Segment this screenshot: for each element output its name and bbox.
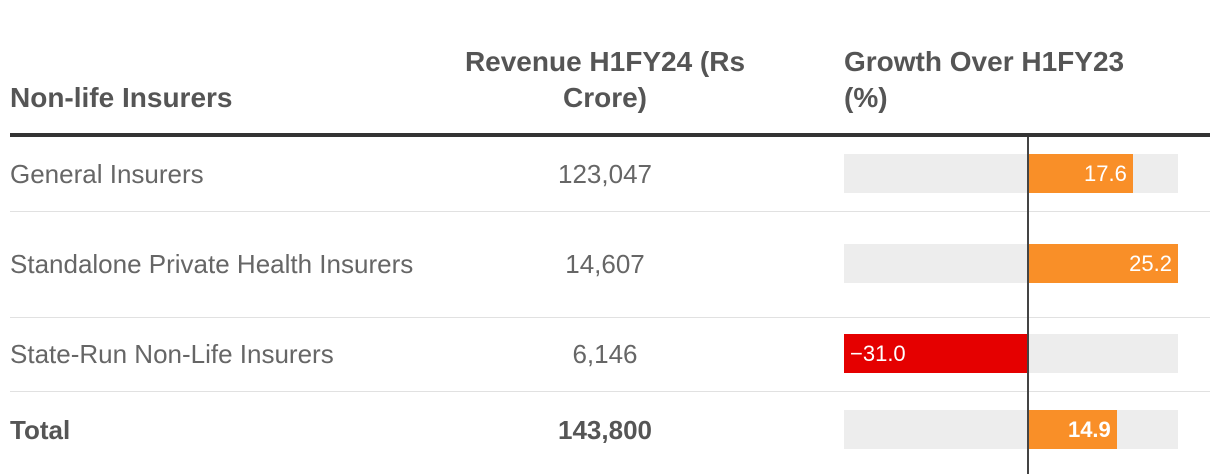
growth-label: 17.6 bbox=[1084, 161, 1127, 186]
growth-label: 25.2 bbox=[1129, 251, 1172, 276]
table-row-total: Total 143,800 14.9 bbox=[10, 392, 1210, 468]
row-name: General Insurers bbox=[10, 158, 204, 189]
growth-bar-track: −31.0 bbox=[844, 334, 1178, 373]
row-name: Standalone Private Health Insurers bbox=[10, 249, 414, 279]
table-row: State-Run Non-Life Insurers 6,146 −31.0 bbox=[10, 318, 1210, 392]
row-revenue: 123,047 bbox=[558, 158, 652, 189]
header-rule bbox=[10, 133, 1210, 137]
growth-bar bbox=[1028, 244, 1178, 283]
zero-axis-line bbox=[1027, 137, 1030, 474]
growth-label: 14.9 bbox=[1067, 417, 1111, 442]
growth-bar-track: 14.9 bbox=[844, 410, 1178, 449]
table-header: Non-life Insurers Revenue H1FY24 (Rs Cro… bbox=[10, 0, 1210, 136]
growth-label: −31.0 bbox=[850, 341, 906, 366]
row-name: State-Run Non-Life Insurers bbox=[10, 339, 334, 369]
table-row: General Insurers 123,047 17.6 bbox=[10, 137, 1210, 212]
row-revenue: 14,607 bbox=[565, 249, 645, 279]
header-insurers: Non-life Insurers bbox=[10, 82, 233, 113]
header-growth: Growth Over H1FY23 (%) bbox=[844, 46, 1125, 113]
table-row: Standalone Private Health Insurers 14,60… bbox=[10, 212, 1210, 318]
row-revenue: 143,800 bbox=[558, 414, 652, 445]
growth-bar bbox=[844, 334, 1029, 373]
header-revenue: Revenue H1FY24 (Rs Crore) bbox=[464, 46, 746, 113]
growth-bar-track: 25.2 bbox=[844, 244, 1178, 283]
insurers-table: Non-life Insurers Revenue H1FY24 (Rs Cro… bbox=[10, 0, 1210, 474]
row-revenue: 6,146 bbox=[572, 339, 638, 369]
row-name: Total bbox=[10, 414, 71, 445]
growth-bar-track: 17.6 bbox=[844, 154, 1178, 193]
growth-bar bbox=[1028, 410, 1117, 449]
growth-bar bbox=[1028, 154, 1133, 193]
